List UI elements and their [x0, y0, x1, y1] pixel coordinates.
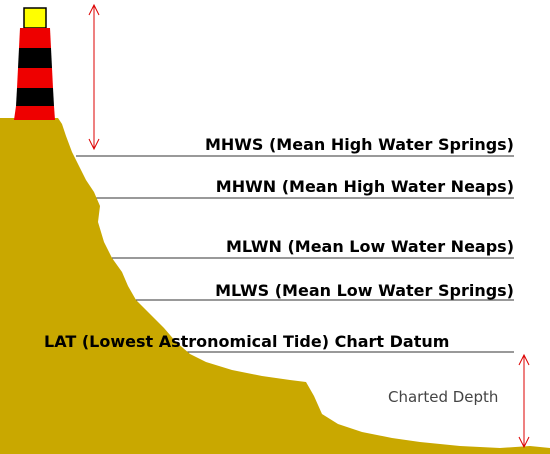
- land-cliff: [0, 118, 550, 454]
- mhws-label: MHWS (Mean High Water Springs): [204, 135, 514, 154]
- mhwn-label: MHWN (Mean High Water Neaps): [215, 177, 514, 196]
- charted-depth-label: Charted Depth: [388, 388, 499, 406]
- lighthouse-band-red-2: [17, 68, 53, 88]
- lighthouse-band-red-3: [14, 106, 55, 120]
- lighthouse-icon: [14, 7, 55, 120]
- lighthouse-band-black-1: [18, 48, 52, 68]
- height-arrow: [88, 3, 100, 151]
- lighthouse-band-black-2: [16, 88, 54, 106]
- lighthouse-band-red-1: [19, 28, 51, 48]
- charted-depth-arrow: [518, 353, 530, 449]
- mlws-label: MLWS (Mean Low Water Springs): [215, 281, 514, 300]
- lighthouse-lantern: [23, 7, 47, 29]
- lat-label: LAT (Lowest Astronomical Tide) Chart Dat…: [44, 332, 450, 351]
- mlwn-label: MLWN (Mean Low Water Neaps): [225, 237, 514, 256]
